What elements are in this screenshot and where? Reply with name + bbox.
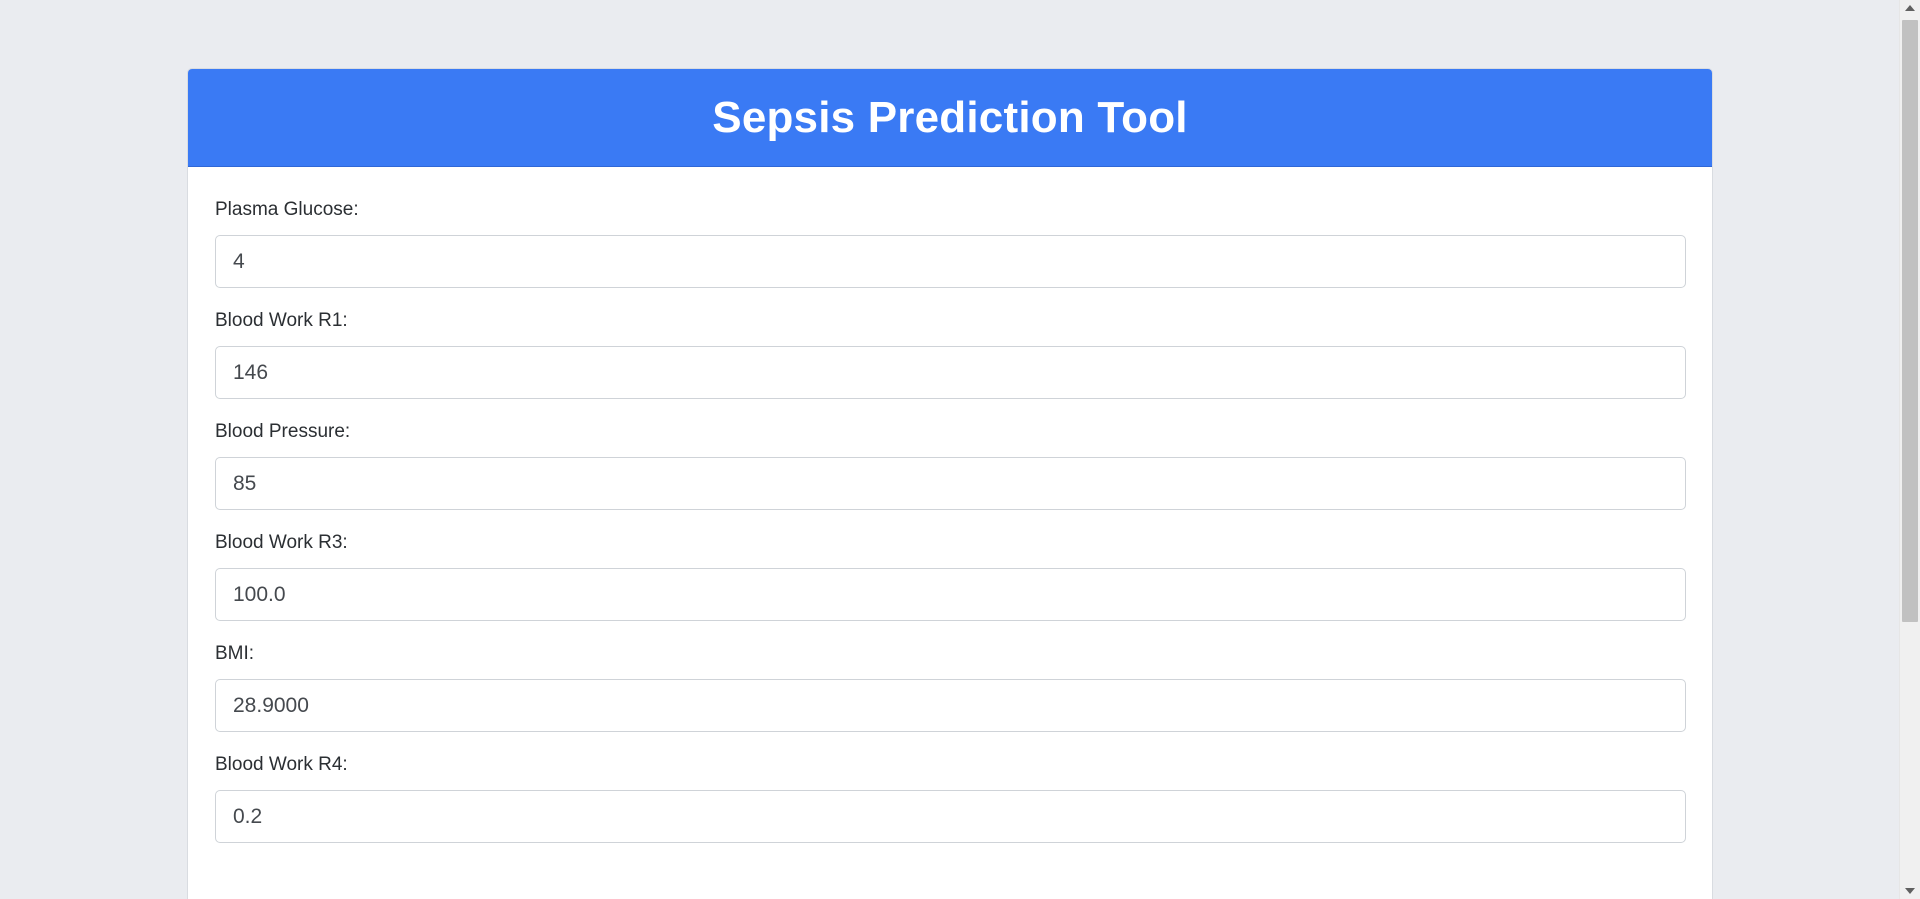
blood-pressure-input[interactable] — [215, 457, 1686, 510]
blood-pressure-field: Blood Pressure: — [215, 421, 1686, 510]
plasma-glucose-field: Plasma Glucose: — [215, 199, 1686, 288]
form-body: Plasma Glucose: Blood Work R1: Blood Pre… — [188, 167, 1712, 843]
blood-work-r3-field: Blood Work R3: — [215, 532, 1686, 621]
scroll-down-arrow-icon[interactable] — [1905, 888, 1915, 894]
vertical-scrollbar[interactable] — [1899, 0, 1920, 899]
bmi-input[interactable] — [215, 679, 1686, 732]
scrollbar-thumb[interactable] — [1902, 20, 1918, 622]
blood-work-r4-field: Blood Work R4: — [215, 754, 1686, 843]
blood-work-r1-label: Blood Work R1: — [215, 310, 348, 331]
blood-work-r4-input[interactable] — [215, 790, 1686, 843]
blood-work-r1-input[interactable] — [215, 346, 1686, 399]
plasma-glucose-input[interactable] — [215, 235, 1686, 288]
blood-work-r3-label: Blood Work R3: — [215, 532, 348, 553]
scroll-up-arrow-icon[interactable] — [1905, 5, 1915, 11]
blood-pressure-label: Blood Pressure: — [215, 421, 351, 442]
blood-work-r4-label: Blood Work R4: — [215, 754, 348, 775]
blood-work-r3-input[interactable] — [215, 568, 1686, 621]
bmi-label: BMI: — [215, 643, 255, 664]
prediction-form-card: Sepsis Prediction Tool Plasma Glucose: B… — [187, 68, 1713, 899]
page-title: Sepsis Prediction Tool — [712, 92, 1188, 142]
bmi-field: BMI: — [215, 643, 1686, 732]
plasma-glucose-label: Plasma Glucose: — [215, 199, 359, 220]
blood-work-r1-field: Blood Work R1: — [215, 310, 1686, 399]
card-header: Sepsis Prediction Tool — [188, 69, 1712, 167]
